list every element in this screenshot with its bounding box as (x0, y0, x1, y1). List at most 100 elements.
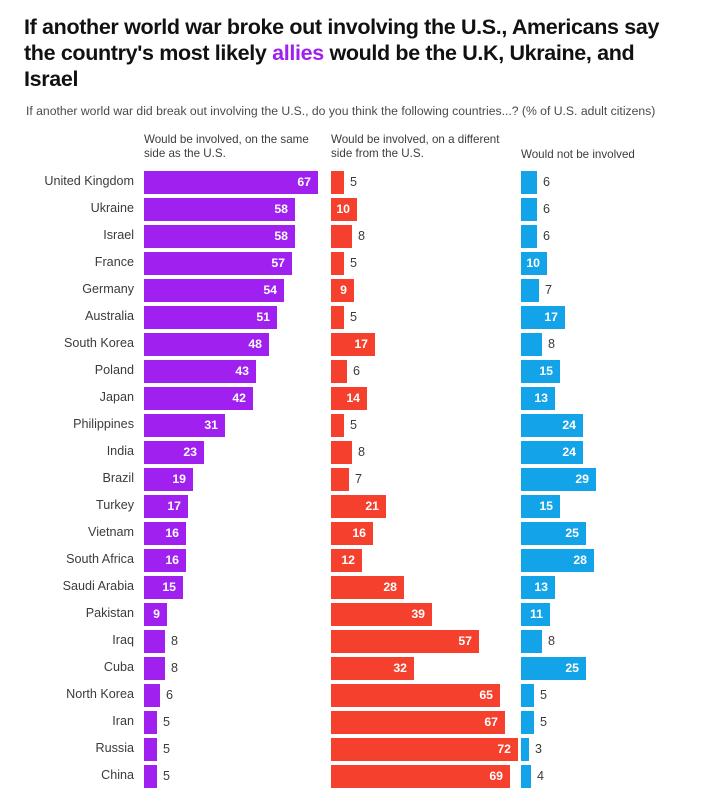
bar-same-side[interactable] (144, 765, 157, 788)
bar-value-not-involved: 15 (539, 364, 553, 378)
bar-same-side[interactable] (144, 495, 188, 518)
bar-value-same-side: 48 (248, 337, 262, 351)
bar-same-side[interactable] (144, 657, 165, 680)
bar-different-side[interactable] (331, 279, 354, 302)
bar-value-same-side: 57 (271, 256, 285, 270)
chart-row: Cuba 8 32 25 (0, 656, 710, 683)
bar-same-side[interactable] (144, 333, 269, 356)
bar-value-not-involved: 29 (575, 472, 589, 486)
bar-same-side[interactable] (144, 360, 256, 383)
bar-same-side[interactable] (144, 549, 186, 572)
bar-not-involved[interactable] (521, 360, 560, 383)
bar-different-side[interactable] (331, 171, 344, 194)
bar-not-involved[interactable] (521, 171, 537, 194)
country-label: Turkey (95, 498, 134, 512)
bar-not-involved[interactable] (521, 252, 547, 275)
bar-same-side[interactable] (144, 252, 292, 275)
bar-value-different-side: 32 (393, 661, 407, 675)
bar-not-involved[interactable] (521, 549, 594, 572)
bar-different-side[interactable] (331, 549, 362, 572)
bar-different-side[interactable] (331, 603, 432, 626)
bar-same-side[interactable] (144, 576, 183, 599)
bar-not-involved[interactable] (521, 198, 537, 221)
bar-same-side[interactable] (144, 522, 186, 545)
bar-value-not-involved: 8 (548, 634, 556, 648)
bar-value-not-involved: 6 (543, 175, 551, 189)
bar-same-side[interactable] (144, 441, 204, 464)
bar-same-side[interactable] (144, 468, 193, 491)
bar-not-involved[interactable] (521, 225, 537, 248)
bar-same-side[interactable] (144, 198, 295, 221)
bar-different-side[interactable] (331, 495, 386, 518)
bar-same-side[interactable] (144, 306, 277, 329)
bar-not-involved[interactable] (521, 603, 550, 626)
chart-row: Israel 58 8 6 (0, 224, 710, 251)
bar-same-side[interactable] (144, 225, 295, 248)
bar-value-different-side: 21 (365, 499, 379, 513)
bar-different-side[interactable] (331, 306, 344, 329)
bar-not-involved[interactable] (521, 711, 534, 734)
bar-value-same-side: 43 (235, 364, 249, 378)
bar-not-involved[interactable] (521, 333, 542, 356)
country-label: Brazil (102, 471, 135, 485)
bar-not-involved[interactable] (521, 387, 555, 410)
chart-row: Ukraine 58 10 6 (0, 197, 710, 224)
bar-same-side[interactable] (144, 414, 225, 437)
bar-different-side[interactable] (331, 684, 500, 707)
bar-different-side[interactable] (331, 765, 510, 788)
bar-different-side[interactable] (331, 630, 479, 653)
bar-same-side[interactable] (144, 684, 160, 707)
bar-not-involved[interactable] (521, 495, 560, 518)
bar-value-different-side: 16 (352, 526, 366, 540)
bar-value-not-involved: 11 (530, 607, 543, 621)
bar-different-side[interactable] (331, 522, 373, 545)
bar-not-involved[interactable] (521, 630, 542, 653)
bar-value-same-side: 31 (204, 418, 218, 432)
bar-different-side[interactable] (331, 252, 344, 275)
country-label: North Korea (66, 687, 134, 701)
bar-value-different-side: 67 (484, 715, 498, 729)
bar-same-side[interactable] (144, 738, 157, 761)
bar-same-side[interactable] (144, 711, 157, 734)
bar-value-not-involved: 24 (562, 445, 576, 459)
bar-same-side[interactable] (144, 603, 167, 626)
bar-same-side[interactable] (144, 630, 165, 653)
bar-different-side[interactable] (331, 441, 352, 464)
bar-different-side[interactable] (331, 711, 505, 734)
bar-different-side[interactable] (331, 225, 352, 248)
bar-not-involved[interactable] (521, 657, 586, 680)
bar-different-side[interactable] (331, 738, 518, 761)
bar-value-not-involved: 13 (534, 580, 548, 594)
bar-not-involved[interactable] (521, 738, 529, 761)
country-label: United Kingdom (44, 174, 134, 188)
bar-value-not-involved: 4 (537, 769, 545, 783)
bar-same-side[interactable] (144, 279, 284, 302)
bar-not-involved[interactable] (521, 765, 531, 788)
bar-different-side[interactable] (331, 414, 344, 437)
bar-not-involved[interactable] (521, 468, 596, 491)
bar-not-involved[interactable] (521, 414, 583, 437)
bar-different-side[interactable] (331, 468, 349, 491)
bar-value-different-side: 12 (341, 553, 355, 567)
bar-not-involved[interactable] (521, 576, 555, 599)
bar-not-involved[interactable] (521, 684, 534, 707)
column-header-same-side: Would be involved, on the same side as t… (144, 133, 309, 160)
bar-not-involved[interactable] (521, 279, 539, 302)
bar-different-side[interactable] (331, 657, 414, 680)
bar-different-side[interactable] (331, 576, 404, 599)
bar-different-side[interactable] (331, 333, 375, 356)
bar-same-side[interactable] (144, 171, 318, 194)
country-label: South Africa (66, 552, 134, 566)
bar-value-same-side: 54 (263, 283, 277, 297)
bar-value-not-involved: 25 (565, 661, 579, 675)
bar-value-not-involved: 10 (526, 256, 540, 270)
bar-not-involved[interactable] (521, 306, 565, 329)
bar-different-side[interactable] (331, 198, 357, 221)
bar-different-side[interactable] (331, 360, 347, 383)
bar-value-not-involved: 3 (535, 742, 543, 756)
bar-different-side[interactable] (331, 387, 367, 410)
bar-not-involved[interactable] (521, 522, 586, 545)
bar-value-different-side: 6 (353, 364, 361, 378)
bar-same-side[interactable] (144, 387, 253, 410)
bar-not-involved[interactable] (521, 441, 583, 464)
